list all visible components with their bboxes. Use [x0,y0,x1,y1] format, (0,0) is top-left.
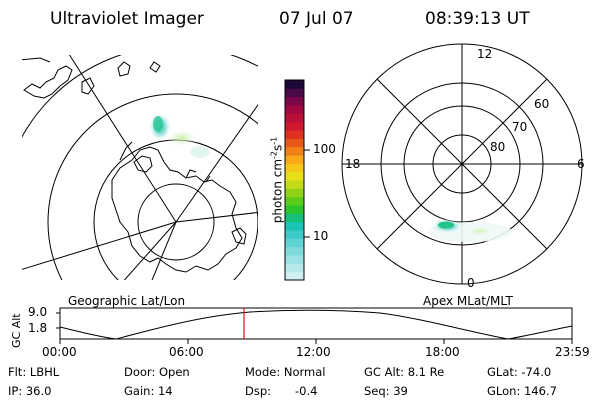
timeline-xtick-1800: 18:00 [425,345,460,359]
mlat-label-70: 70 [512,120,528,134]
colorbar-unit: photon cm-2s-1 [270,137,285,224]
info-ip: IP: 36.0 [8,384,52,398]
colorbar-swatch [285,121,304,131]
info-door: Door: Open [124,365,190,379]
timeline-ytick-9: 9.0 [28,305,48,319]
colorbar-unit-s-exp: -1 [269,136,279,145]
colorbar-swatch [285,138,304,148]
colorbar-swatch [285,146,304,156]
colorbar-swatch [285,230,304,239]
geographic-map [22,55,258,280]
mlat-label-60: 60 [534,97,550,111]
colorbar-swatch [285,205,304,214]
info-dsp-value: -0.4 [295,384,318,398]
timeline-xtick-0600: 06:00 [169,345,204,359]
info-dsp: Dsp: [245,384,272,398]
timeline-xtick-0000: 00:00 [42,345,77,359]
colorbar-swatch [285,155,304,164]
header-date: 07 Jul 07 [279,9,354,29]
colorbar-unit-s: s [270,144,285,151]
timeline-xtick-1200: 12:00 [296,345,331,359]
info-seq: Seq: 39 [364,384,408,398]
page-title: Ultraviolet Imager [50,9,204,29]
info-filter: Flt: LBHL [8,365,60,379]
colorbar-swatch [285,171,304,181]
colorbar-swatch [285,105,304,114]
colorbar-swatch [285,196,304,206]
mlt-label-6: 6 [577,157,585,171]
mlt-label-12: 12 [477,47,493,61]
mlat-label-80: 80 [490,140,506,154]
timeline-xtick-2359: 23:59 [555,345,590,359]
apex-polar-grid [341,43,583,285]
info-glon: GLon: 146.7 [487,384,557,398]
apex-aurora [428,219,512,242]
apex-plot-label: Apex MLat/MLT [423,294,513,308]
info-gc-alt: GC Alt: 8.1 Re [364,365,445,379]
colorbar-swatch [285,255,304,264]
colorbar-swatch [285,180,304,189]
colorbar-swatch [285,238,304,248]
colorbar-swatch [285,213,304,223]
timeline-ytick-1-8: 1.8 [28,321,48,335]
colorbar-swatch [285,113,304,123]
geographic-aurora [149,113,210,158]
mlt-label-0: 0 [467,276,475,290]
mlt-label-18: 18 [345,157,361,171]
colorbar-unit-base: photon cm [270,158,285,224]
colorbar-label-100: 100 [313,142,336,156]
info-gain: Gain: 14 [124,384,173,398]
colorbar [285,80,304,281]
colorbar-frame [284,79,305,281]
altitude-timeline [56,307,573,344]
info-glat: GLat: -74.0 [487,365,552,379]
colorbar-swatch [285,246,304,256]
header-time: 08:39:13 UT [425,9,530,29]
colorbar-swatch [285,130,304,139]
colorbar-unit-exp: -2 [269,150,279,159]
info-mode: Mode: Normal [245,365,326,379]
geographic-plot-label: Geographic Lat/Lon [68,294,186,308]
colorbar-swatch [285,263,304,273]
colorbar-swatch [285,221,304,231]
colorbar-swatch [285,96,304,106]
timeline-ylabel: GC Alt [10,313,23,348]
colorbar-swatch [285,163,304,173]
colorbar-swatch [285,80,304,89]
colorbar-swatch [285,271,304,281]
colorbar-swatch [285,188,304,198]
colorbar-swatch [285,88,304,98]
colorbar-label-10: 10 [313,229,329,243]
